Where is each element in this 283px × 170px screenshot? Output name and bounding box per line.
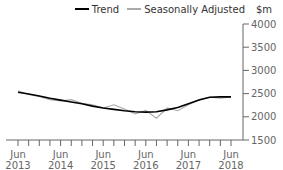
html-text:Trend: Trend xyxy=(91,3,120,15)
html-text:Seasonally Adjusted: Seasonally Adjusted xyxy=(144,3,245,15)
svg-text:3000: 3000 xyxy=(251,65,275,76)
svg-text:Jun2016: Jun2016 xyxy=(133,149,158,170)
svg-text:1500: 1500 xyxy=(251,135,275,146)
svg-text:3500: 3500 xyxy=(251,42,275,53)
svg-text:2000: 2000 xyxy=(251,111,275,122)
svg-text:Jun2014: Jun2014 xyxy=(48,149,73,170)
svg-text:Jun2013: Jun2013 xyxy=(8,149,31,170)
svg-text:Jun2015: Jun2015 xyxy=(90,149,115,170)
html-text:$m: $m xyxy=(255,3,272,15)
svg-text:Jun2017: Jun2017 xyxy=(176,149,201,170)
svg-text:4000: 4000 xyxy=(251,19,275,30)
svg-text:2500: 2500 xyxy=(251,88,275,99)
svg-text:Jun2018: Jun2018 xyxy=(218,149,243,170)
